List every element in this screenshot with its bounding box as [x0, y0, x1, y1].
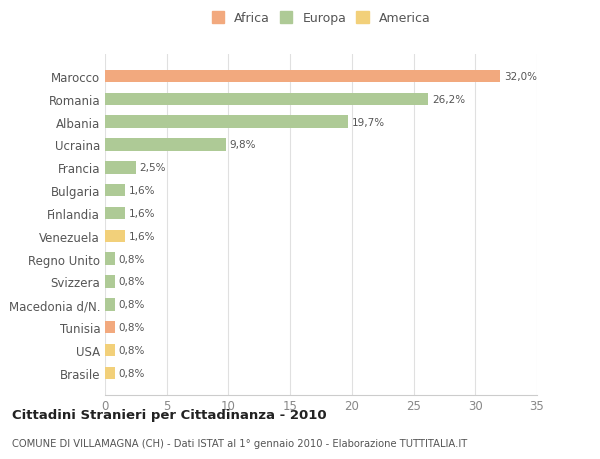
Bar — [105, 253, 115, 265]
Text: 9,8%: 9,8% — [230, 140, 256, 150]
Text: 2,5%: 2,5% — [140, 163, 166, 173]
Text: 1,6%: 1,6% — [128, 208, 155, 218]
Bar — [105, 321, 115, 334]
Text: 32,0%: 32,0% — [503, 72, 536, 82]
Text: 0,8%: 0,8% — [119, 277, 145, 287]
Legend: Africa, Europa, America: Africa, Europa, America — [208, 9, 434, 29]
Bar — [105, 275, 115, 288]
Text: 0,8%: 0,8% — [119, 300, 145, 310]
Bar — [105, 207, 125, 220]
Bar — [105, 185, 125, 197]
Bar — [105, 367, 115, 379]
Text: Cittadini Stranieri per Cittadinanza - 2010: Cittadini Stranieri per Cittadinanza - 2… — [12, 409, 326, 421]
Bar — [105, 162, 136, 174]
Bar — [105, 93, 428, 106]
Text: COMUNE DI VILLAMAGNA (CH) - Dati ISTAT al 1° gennaio 2010 - Elaborazione TUTTITA: COMUNE DI VILLAMAGNA (CH) - Dati ISTAT a… — [12, 438, 467, 448]
Text: 0,8%: 0,8% — [119, 323, 145, 332]
Bar — [105, 71, 500, 83]
Text: 1,6%: 1,6% — [128, 231, 155, 241]
Bar — [105, 139, 226, 151]
Text: 0,8%: 0,8% — [119, 368, 145, 378]
Text: 0,8%: 0,8% — [119, 345, 145, 355]
Text: 26,2%: 26,2% — [432, 95, 465, 105]
Text: 19,7%: 19,7% — [352, 118, 385, 127]
Bar — [105, 116, 348, 129]
Bar — [105, 230, 125, 242]
Text: 0,8%: 0,8% — [119, 254, 145, 264]
Bar — [105, 298, 115, 311]
Bar — [105, 344, 115, 357]
Text: 1,6%: 1,6% — [128, 186, 155, 196]
